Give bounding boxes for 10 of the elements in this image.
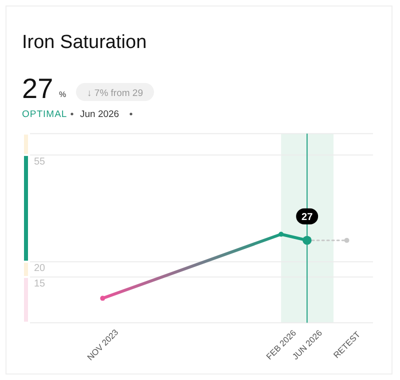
chart-title: Iron Saturation [22, 32, 147, 53]
text: ↓ 7% from 29 [87, 88, 143, 99]
y-tick-label: 55 [34, 156, 46, 168]
data-label: 27 [302, 212, 314, 223]
y-tick-label: 20 [34, 263, 46, 274]
text: Jun 2026 [80, 109, 120, 120]
text: 27 [22, 73, 54, 104]
text: OPTIMAL [22, 109, 68, 120]
text: % [59, 90, 66, 99]
y-tick-label: 15 [34, 278, 46, 290]
